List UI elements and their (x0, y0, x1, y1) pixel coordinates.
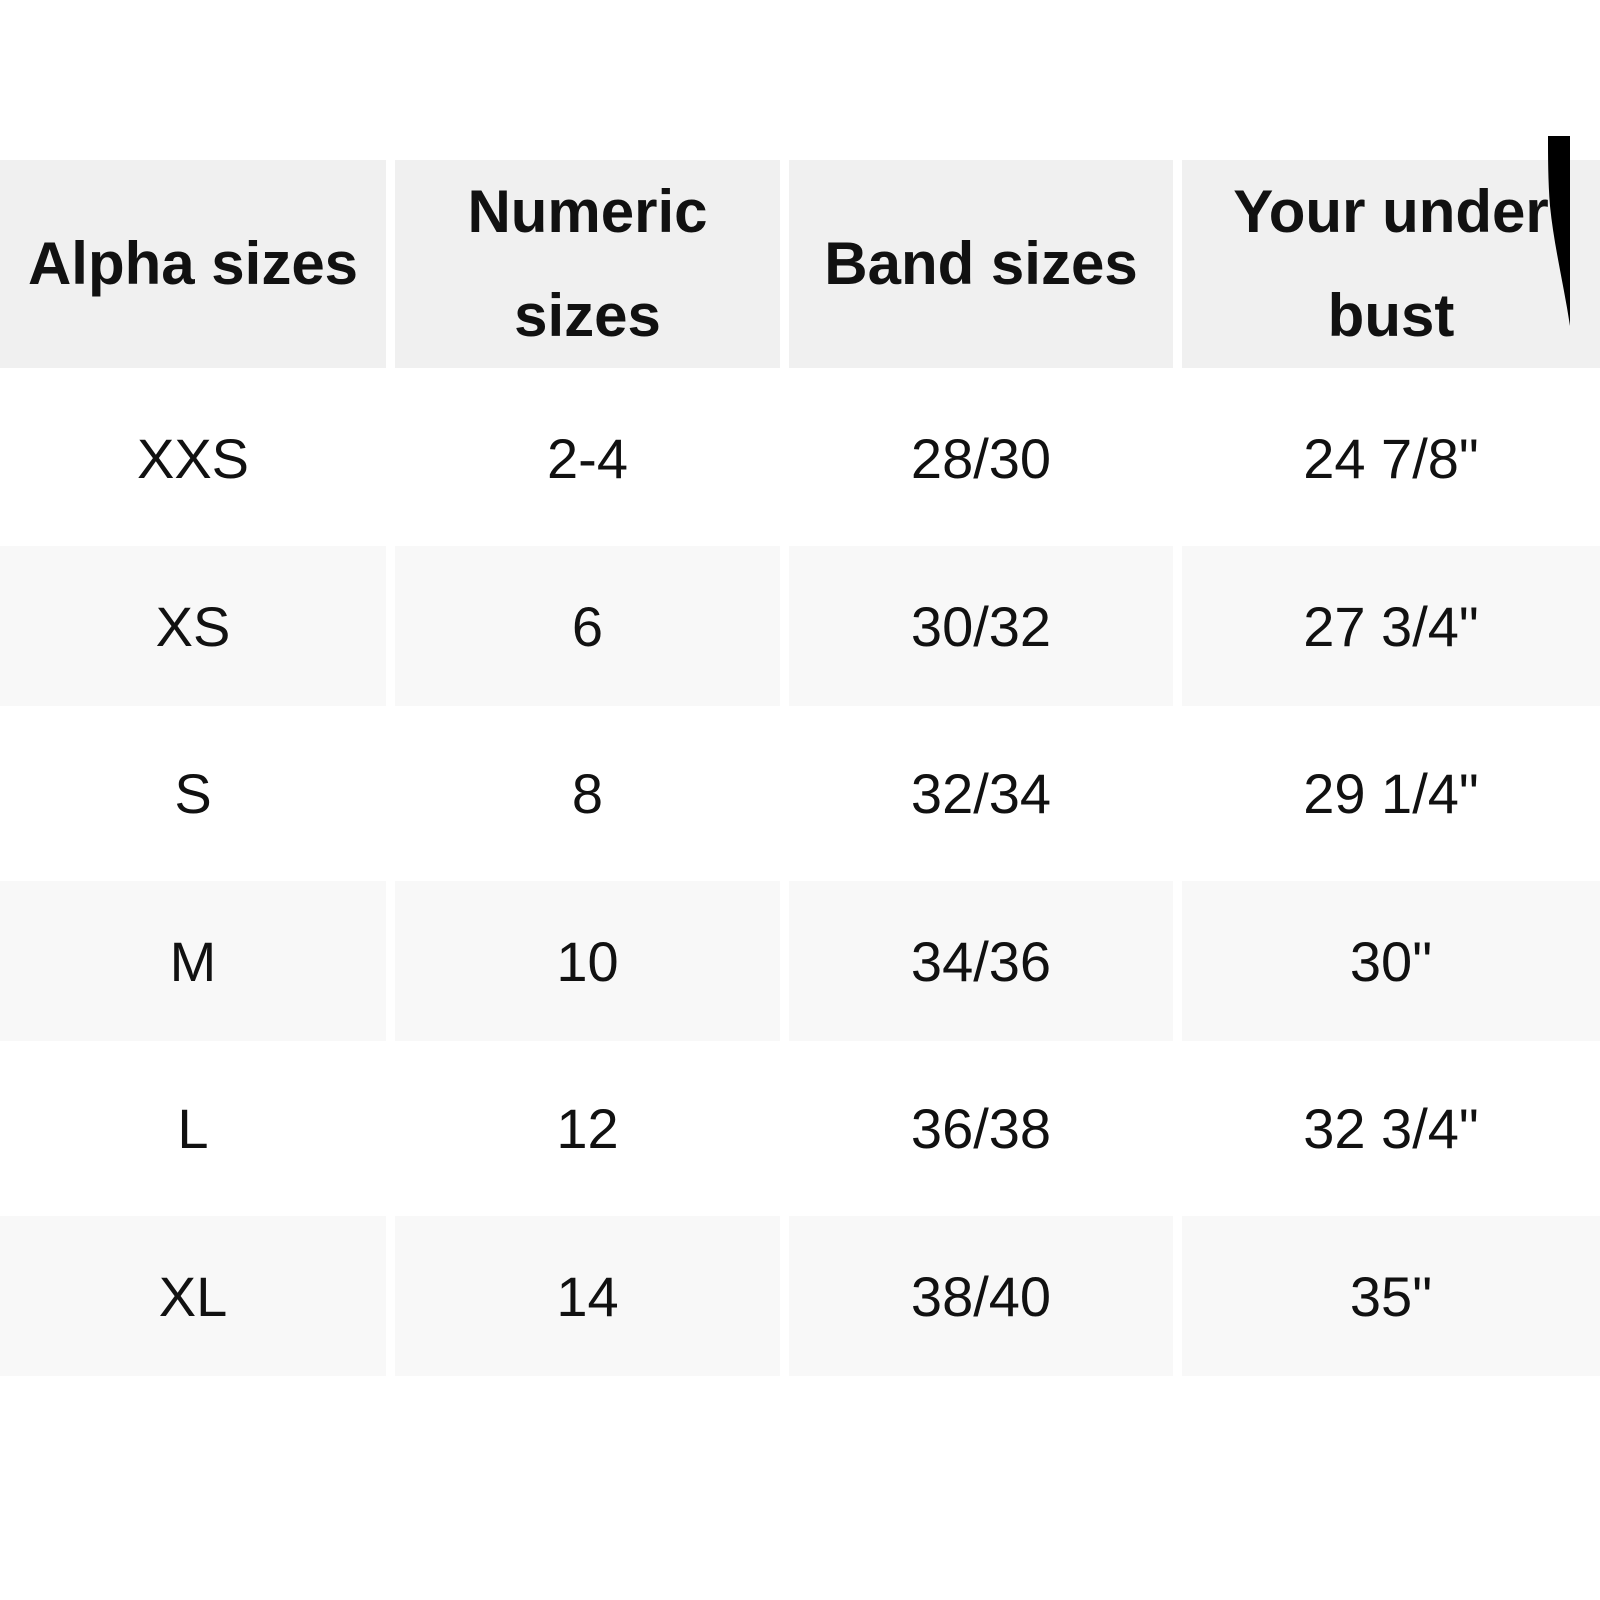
cell-alpha-size: XL (0, 1216, 386, 1376)
cell-band-size: 32/34 (789, 713, 1173, 873)
cell-under-bust: 24 7/8" (1182, 378, 1600, 538)
header-label: Your under bust (1233, 178, 1549, 349)
cell-value: 35" (1349, 1264, 1433, 1328)
cell-under-bust: 30" (1182, 881, 1600, 1041)
cell-value: 34/36 (910, 929, 1052, 993)
header-label: Numeric sizes (467, 178, 708, 349)
cell-under-bust: 27 3/4" (1182, 546, 1600, 706)
cell-value: 10 (556, 929, 619, 993)
cell-alpha-size: M (0, 881, 386, 1041)
cell-under-bust: 32 3/4" (1182, 1048, 1600, 1208)
header-band-size: Band sizes (789, 160, 1173, 368)
cell-under-bust: 29 1/4" (1182, 713, 1600, 873)
cell-value: 2-4 (547, 426, 628, 490)
header-under-bust: Your under bust (1182, 160, 1600, 368)
cell-alpha-size: L (0, 1048, 386, 1208)
cell-value: 28/30 (910, 426, 1052, 490)
cell-numeric-size: 10 (395, 881, 780, 1041)
cell-value: 36/38 (910, 1096, 1052, 1160)
cell-numeric-size: 8 (395, 713, 780, 873)
cell-value: 32 3/4" (1303, 1096, 1479, 1160)
cell-alpha-size: XXS (0, 378, 386, 538)
cell-value: 38/40 (910, 1264, 1052, 1328)
cell-numeric-size: 14 (395, 1216, 780, 1376)
header-alpha-size: Alpha sizes (0, 160, 386, 368)
cell-value: 8 (571, 761, 604, 825)
cell-value: 12 (556, 1096, 619, 1160)
header-numeric-size: Numeric sizes (395, 160, 780, 368)
cell-value: XXS (136, 426, 250, 490)
cell-band-size: 28/30 (789, 378, 1173, 538)
cell-value: 14 (556, 1264, 619, 1328)
cell-value: 30" (1349, 929, 1433, 993)
cell-value: 6 (571, 594, 604, 658)
cell-band-size: 38/40 (789, 1216, 1173, 1376)
black-edge-shape (1548, 136, 1570, 326)
header-label: Band sizes (824, 230, 1138, 297)
cell-band-size: 34/36 (789, 881, 1173, 1041)
cell-numeric-size: 12 (395, 1048, 780, 1208)
cell-value: 30/32 (910, 594, 1052, 658)
cell-value: S (174, 761, 212, 825)
cell-alpha-size: XS (0, 546, 386, 706)
cell-alpha-size: S (0, 713, 386, 873)
header-label: Alpha sizes (27, 230, 359, 297)
cell-band-size: 30/32 (789, 546, 1173, 706)
cell-numeric-size: 2-4 (395, 378, 780, 538)
cell-value: XL (158, 1264, 228, 1328)
cell-value: XS (155, 594, 231, 658)
cell-value: 27 3/4" (1303, 594, 1479, 658)
cell-numeric-size: 6 (395, 546, 780, 706)
cell-value: 24 7/8" (1303, 426, 1479, 490)
cell-value: L (177, 1096, 209, 1160)
cell-under-bust: 35" (1182, 1216, 1600, 1376)
cell-value: M (169, 929, 217, 993)
cell-band-size: 36/38 (789, 1048, 1173, 1208)
cell-value: 32/34 (910, 761, 1052, 825)
cell-value: 29 1/4" (1303, 761, 1479, 825)
